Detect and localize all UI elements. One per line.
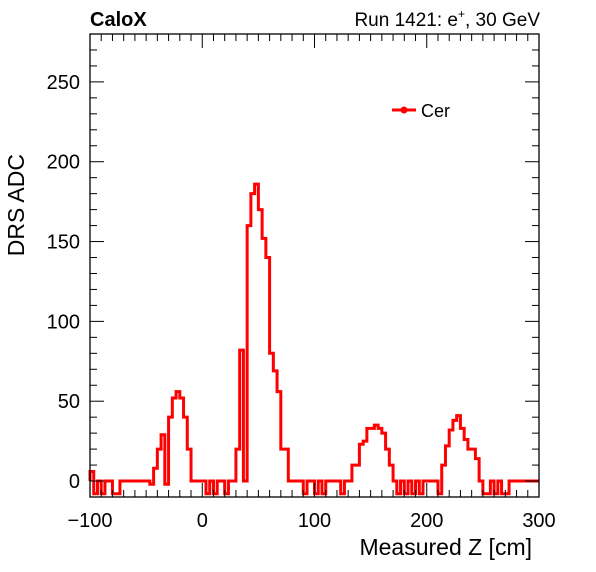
legend-marker-cer [400, 106, 408, 114]
axes: −100 0 100 200 300 0 50 100 150 200 250 [47, 33, 556, 532]
plot-area [88, 182, 539, 496]
y-tick-label: 50 [58, 391, 80, 413]
x-tick-label: −100 [67, 510, 112, 532]
y-tick-label: 150 [47, 232, 80, 254]
run-label-prefix: Run 1421: e [354, 10, 458, 31]
y-tick-label: 200 [47, 152, 80, 174]
x-tick-label: 100 [298, 510, 331, 532]
y-tick-label: 250 [47, 72, 80, 94]
x-tick-label: 300 [522, 510, 555, 532]
run-label-sup: + [458, 7, 465, 21]
y-tick-label: 100 [47, 311, 80, 333]
experiment-label: CaloX [90, 9, 147, 31]
run-label-suffix: , 30 GeV [465, 10, 540, 31]
y-axis-title: DRS ADC [3, 154, 29, 256]
run-label: Run 1421: e+, 30 GeV [354, 7, 540, 31]
legend-label-cer: Cer [421, 101, 450, 121]
plot-frame [89, 33, 540, 498]
x-axis-title: Measured Z [cm] [359, 534, 532, 560]
legend: Cer [392, 101, 450, 121]
series-cer-line [88, 182, 539, 496]
x-tick-label: 0 [197, 510, 208, 532]
y-tick-label: 0 [69, 471, 80, 493]
x-tick-label: 200 [410, 510, 443, 532]
